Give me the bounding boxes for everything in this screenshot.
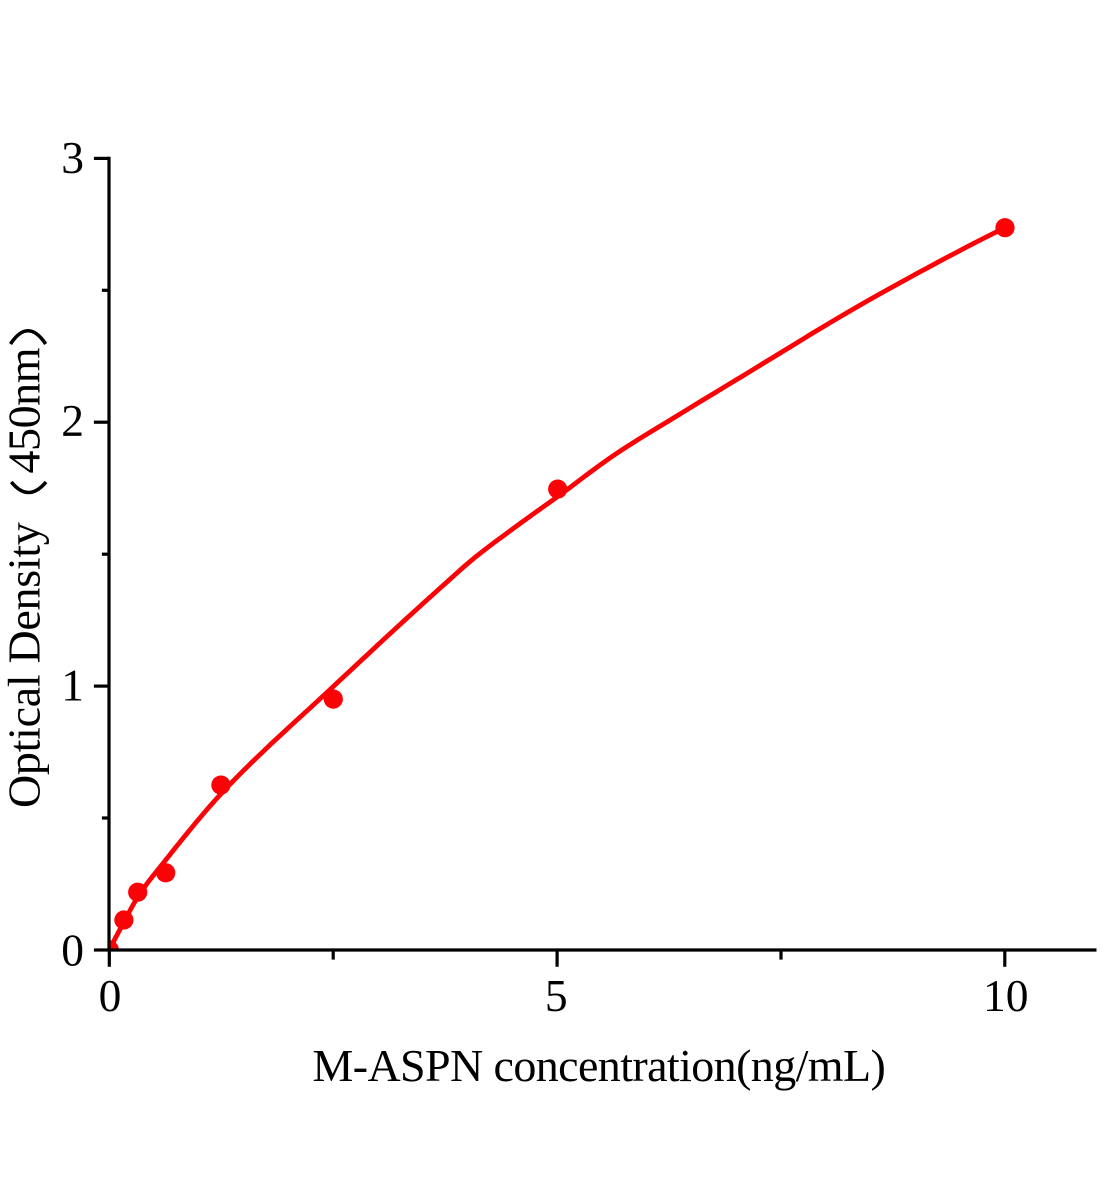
svg-text:3: 3 (61, 132, 84, 183)
svg-text:5: 5 (545, 970, 568, 1021)
svg-text:M-ASPN concentration(ng/mL): M-ASPN concentration(ng/mL) (312, 1040, 885, 1091)
svg-text:1: 1 (61, 660, 84, 711)
svg-text:450nm: 450nm (0, 347, 50, 473)
svg-text:0: 0 (61, 925, 84, 976)
svg-text:2: 2 (61, 395, 84, 446)
svg-text:0: 0 (99, 970, 122, 1021)
svg-text:Optical Density: Optical Density (0, 522, 50, 808)
svg-text:10: 10 (983, 970, 1029, 1021)
